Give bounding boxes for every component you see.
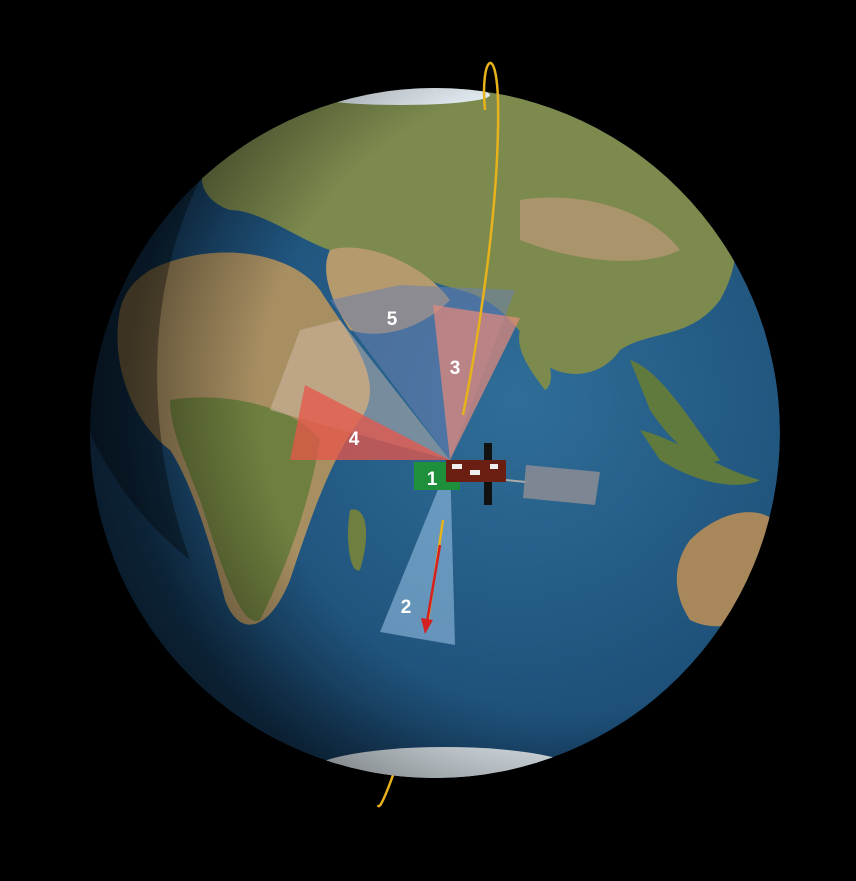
beam-2 [380, 460, 455, 645]
beam-label: 1 [427, 469, 438, 490]
satellite [446, 443, 600, 505]
beam-4-wide [270, 320, 450, 460]
beam-label: 5 [387, 309, 398, 330]
beam-4 [290, 385, 450, 460]
beam-label: 3 [450, 358, 461, 379]
arrow-head [421, 618, 433, 634]
beams [270, 285, 520, 645]
beam-label: 4 [349, 429, 360, 450]
beam-3 [433, 305, 520, 460]
velocity-arrow [425, 544, 442, 623]
beam-label: 2 [401, 597, 412, 618]
orbit-front [461, 61, 500, 416]
